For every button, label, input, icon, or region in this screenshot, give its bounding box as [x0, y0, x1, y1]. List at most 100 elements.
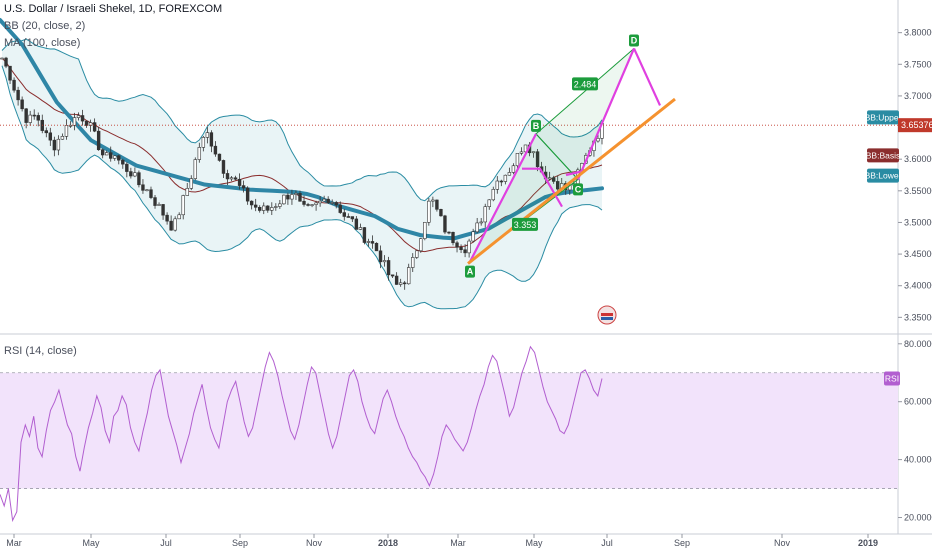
bb-upper-line	[1, 38, 603, 202]
candle-body	[286, 194, 290, 200]
candle-body	[16, 89, 20, 101]
bb-upper-badge: BB:Upper	[865, 112, 902, 122]
pattern-line-cd	[576, 48, 636, 180]
time-tick-label: Jul	[601, 538, 613, 548]
time-tick-label: May	[82, 538, 100, 548]
time-tick-label: Mar	[6, 538, 22, 548]
candle-body	[121, 159, 125, 165]
candle-body	[427, 200, 431, 223]
candle-body	[60, 135, 65, 140]
candle-body	[201, 137, 206, 148]
candle-body	[551, 177, 556, 182]
price-tick-label: 3.45000	[904, 249, 932, 259]
candle-body	[423, 222, 427, 239]
pattern-flag-line	[565, 170, 581, 177]
candle-body	[330, 202, 334, 204]
bb-upper-badge-box	[867, 110, 899, 125]
ab-ratio-label: 3.353	[514, 220, 537, 230]
candle-body	[394, 275, 399, 285]
candle-body	[4, 57, 8, 67]
cd-ratio-label: 2.484	[574, 79, 597, 89]
candle-body	[419, 238, 423, 252]
candle-body	[249, 200, 254, 206]
candle-body	[24, 108, 28, 123]
candle-body	[302, 200, 306, 205]
candle-body	[386, 260, 391, 276]
candle-body	[237, 178, 242, 186]
candle-body	[149, 189, 153, 198]
candle-body	[503, 174, 508, 182]
candle-body	[100, 149, 105, 156]
candle-body	[241, 185, 246, 189]
candle-body	[354, 218, 359, 230]
candle-body	[44, 130, 48, 134]
candle-body	[366, 241, 371, 243]
last-price-label: 3.65376	[901, 120, 932, 130]
time-tick-label: Sep	[232, 538, 248, 548]
candle-body	[435, 199, 439, 210]
candle-body	[157, 204, 161, 206]
candle-body	[266, 205, 270, 211]
candle-body	[221, 160, 226, 174]
candle-body	[113, 155, 117, 159]
candle-body	[32, 114, 36, 117]
pattern-point-badge	[465, 265, 475, 278]
candle-body	[298, 193, 302, 202]
candle-body	[12, 79, 16, 91]
candle-body	[52, 139, 57, 151]
candle-body	[519, 151, 524, 154]
time-tick-label: Nov	[774, 538, 791, 548]
candle-body	[402, 282, 407, 285]
candle-body	[229, 177, 234, 180]
candle-body	[346, 216, 351, 218]
price-tick-label: 3.60000	[904, 154, 932, 164]
candle-body	[431, 199, 435, 202]
candle-body	[209, 132, 214, 147]
candle-body	[306, 204, 310, 206]
ma-indicator-label[interactable]: MA (100, close)	[4, 37, 81, 49]
candle-body	[68, 124, 73, 127]
ab-ratio-label-badge	[512, 217, 538, 231]
candle-body	[141, 184, 145, 191]
candle-body	[463, 249, 467, 254]
candle-body	[197, 147, 202, 160]
pattern-projection-line	[632, 48, 662, 106]
candle-body	[515, 153, 520, 167]
candle-body	[165, 214, 169, 222]
pattern-point-label: B	[533, 121, 540, 131]
candle-body	[479, 221, 483, 224]
candle-body	[547, 177, 552, 180]
candle-body	[129, 171, 133, 177]
candle-body	[507, 172, 512, 176]
candle-body	[64, 125, 69, 137]
candle-body	[483, 206, 487, 223]
candle-body	[278, 203, 282, 207]
time-tick-label: May	[525, 538, 543, 548]
candle-body	[556, 181, 560, 190]
time-tick-label: 2019	[858, 538, 878, 548]
candle-body	[169, 220, 173, 231]
candle-body	[407, 267, 411, 285]
candle-body	[245, 187, 250, 202]
candle-body	[193, 159, 197, 179]
candle-body	[475, 222, 479, 233]
bb-basis-badge-box	[867, 148, 899, 163]
candle-body	[8, 65, 12, 81]
candle-body	[455, 242, 459, 248]
rsi-line	[0, 345, 603, 523]
candle-body	[491, 189, 495, 201]
candle-body	[467, 240, 471, 254]
bb-lower-badge: BB:Lower	[865, 171, 902, 181]
watermark-logo-icon	[597, 305, 617, 325]
candle-body	[217, 153, 222, 161]
rsi-indicator-label[interactable]: RSI (14, close)	[4, 345, 77, 357]
candle-body	[334, 202, 338, 206]
candle-body	[274, 206, 278, 208]
pattern-point-badge	[629, 34, 639, 47]
orange-trend-line	[467, 97, 676, 265]
bb-lower-badge-box	[867, 168, 899, 183]
bb-indicator-label[interactable]: BB (20, close, 2)	[4, 20, 86, 32]
candle-body	[177, 214, 181, 220]
candle-body	[362, 227, 367, 243]
